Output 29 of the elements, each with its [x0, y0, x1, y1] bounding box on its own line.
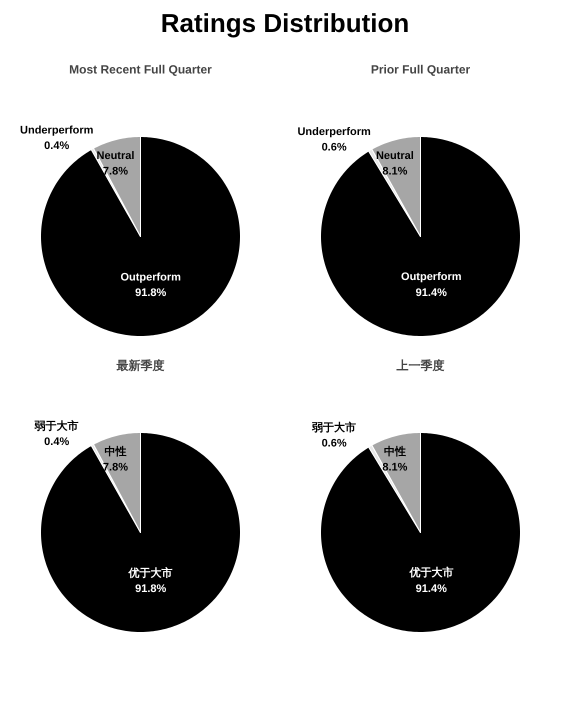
data-label: 7.8%: [102, 166, 128, 178]
slice-label: Underperform: [297, 126, 372, 138]
chart-title: Most Recent Full Quarter: [69, 62, 212, 76]
slice-label: 弱于大市: [311, 420, 356, 434]
data-label: 0.6%: [322, 142, 347, 154]
slice-label: 弱于大市: [34, 420, 79, 433]
slice-label: Outperform: [401, 271, 462, 284]
text: Ratings Distribution: [160, 7, 410, 40]
data-label: 0.4%: [44, 436, 70, 448]
chart-title: 上一季度: [396, 358, 444, 372]
slice-label: Neutral: [96, 150, 134, 162]
data-label: 8.1%: [382, 166, 408, 178]
data-label: 91.4%: [416, 286, 448, 299]
data-label: 0.6%: [322, 438, 347, 450]
slice-label: Outperform: [120, 271, 182, 284]
slice-label: 优于大市: [128, 566, 173, 580]
slice-label: 中性: [384, 445, 406, 458]
data-label: 91.8%: [135, 582, 167, 595]
data-label: 91.4%: [416, 582, 448, 595]
chart-title: Prior Full Quarter: [370, 62, 471, 76]
slice-label: Neutral: [376, 150, 414, 162]
data-label: 91.8%: [135, 286, 167, 299]
slice-label: Underperform: [20, 124, 94, 137]
data-label: 8.1%: [382, 462, 408, 474]
data-label: 7.8%: [102, 462, 128, 474]
slice-label: 优于大市: [408, 566, 454, 580]
data-label: 0.4%: [44, 140, 70, 152]
slice-label: 中性: [104, 444, 126, 458]
chart-title: 最新季度: [116, 358, 164, 372]
